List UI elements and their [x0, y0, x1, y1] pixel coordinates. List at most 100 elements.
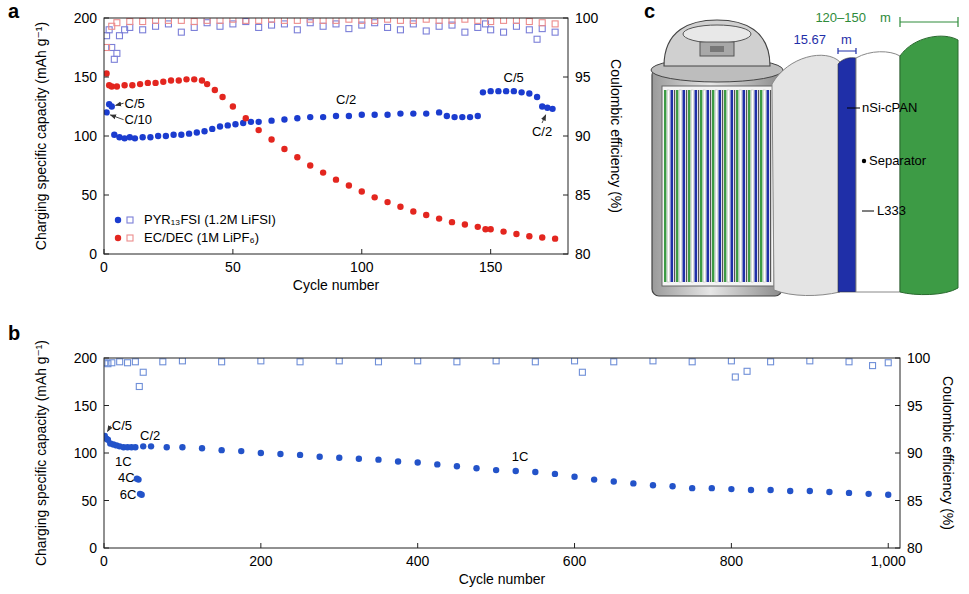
- data-point: [732, 374, 738, 380]
- wound-layer: [710, 90, 711, 282]
- data-point: [397, 110, 403, 116]
- y-tick-label: 200: [74, 350, 98, 366]
- data-point: [444, 113, 450, 119]
- x-tick: [104, 249, 105, 254]
- data-point: [225, 122, 231, 128]
- panel-letter: c: [644, 0, 655, 22]
- sheet-separator: [856, 52, 900, 292]
- data-point: [170, 132, 176, 138]
- data-point: [218, 447, 224, 453]
- layer-label: L333: [877, 203, 906, 218]
- dimension-line: [900, 22, 958, 23]
- data-point: [579, 369, 585, 375]
- data-point: [333, 18, 339, 23]
- y2-tick: [895, 358, 900, 359]
- data-point: [552, 21, 558, 27]
- x-tick: [574, 543, 575, 548]
- data-point: [410, 208, 416, 214]
- data-point: [689, 359, 695, 365]
- data-point: [178, 29, 184, 35]
- data-point: [493, 358, 499, 364]
- wound-layer: [674, 90, 675, 282]
- data-point: [487, 226, 493, 232]
- data-point: [787, 488, 793, 494]
- y-tick: [104, 195, 109, 196]
- y2-tick-label: 100: [907, 350, 931, 366]
- legend-label: EC/DEC (1M LiPF₆): [144, 230, 259, 245]
- y2-tick: [895, 500, 900, 501]
- figure: a05010015005010015020080859095100Cycle n…: [0, 0, 969, 594]
- data-point: [155, 133, 161, 139]
- data-point: [728, 486, 734, 492]
- x-tick: [888, 543, 889, 548]
- data-point: [709, 485, 715, 491]
- data-point: [534, 94, 540, 100]
- cap-vent: [700, 42, 734, 56]
- wound-layer: [731, 90, 734, 282]
- data-point: [333, 176, 339, 182]
- data-point: [526, 27, 532, 33]
- data-point: [232, 121, 238, 127]
- data-point: [111, 56, 117, 62]
- data-point: [503, 88, 509, 94]
- data-point: [870, 363, 876, 369]
- data-point: [191, 76, 197, 82]
- dimension-tick: [899, 17, 900, 27]
- x-tick-label: 200: [249, 553, 273, 569]
- data-point: [397, 27, 403, 33]
- data-point: [127, 24, 133, 30]
- data-point: [160, 359, 166, 365]
- data-group: [104, 358, 891, 498]
- data-point: [255, 127, 261, 133]
- dimension-unit: m: [880, 10, 891, 25]
- y2-tick: [563, 195, 568, 196]
- data-point: [611, 478, 617, 484]
- wound-layer: [751, 90, 753, 282]
- data-point: [475, 24, 481, 30]
- data-point: [135, 476, 141, 482]
- data-point: [534, 36, 540, 42]
- data-point: [415, 358, 421, 364]
- data-point: [475, 18, 481, 23]
- wound-layer: [676, 90, 678, 282]
- data-point: [513, 23, 519, 29]
- data-point: [767, 487, 773, 493]
- data-point: [132, 359, 138, 365]
- data-point: [230, 103, 236, 109]
- data-group: [104, 18, 558, 242]
- data-point: [744, 368, 750, 374]
- data-point: [191, 24, 197, 30]
- data-point: [217, 123, 223, 129]
- data-point: [116, 33, 122, 39]
- annotation: C/2: [532, 124, 552, 139]
- data-point: [669, 483, 675, 489]
- can-cap: [664, 20, 770, 66]
- data-point: [511, 88, 517, 94]
- data-point: [346, 18, 352, 22]
- data-point: [258, 358, 264, 364]
- annotation: C/5: [112, 418, 132, 433]
- data-point: [104, 109, 110, 115]
- series-0: [104, 433, 891, 498]
- data-point: [320, 169, 326, 175]
- y-tick-label: 50: [81, 493, 97, 509]
- data-point: [148, 443, 154, 449]
- data-point: [230, 18, 236, 22]
- panel-letter: b: [8, 322, 20, 344]
- data-point: [294, 154, 300, 160]
- data-point: [532, 469, 538, 475]
- data-point: [333, 113, 339, 119]
- data-point: [748, 487, 754, 493]
- data-point: [865, 491, 871, 497]
- wound-layer: [763, 90, 765, 282]
- data-point: [183, 76, 189, 82]
- x-tick: [417, 543, 418, 548]
- data-point: [204, 20, 210, 26]
- data-point: [316, 454, 322, 460]
- data-point: [168, 77, 174, 83]
- leader-line: [847, 108, 860, 109]
- wound-layer: [743, 90, 746, 282]
- y2-axis-title: Coulombic efficiency (%): [940, 376, 956, 530]
- y-tick: [104, 77, 109, 78]
- wound-layer: [683, 90, 686, 282]
